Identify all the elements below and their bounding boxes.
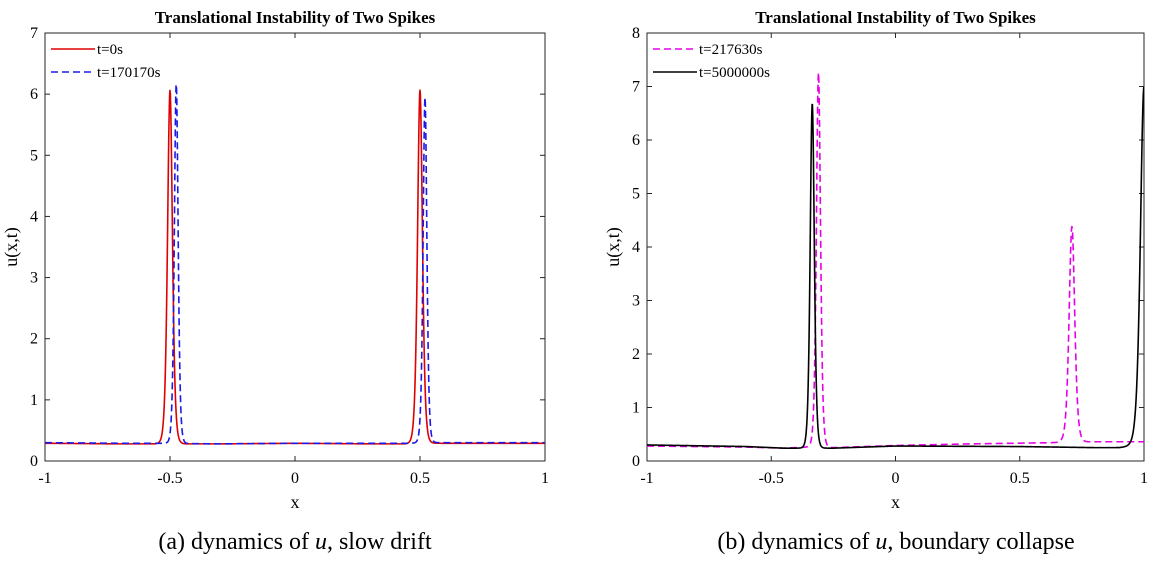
y-tick-label: 1	[632, 400, 640, 417]
series-line-1	[647, 86, 1144, 449]
y-tick-label: 4	[632, 239, 640, 256]
y-tick-label: 3	[632, 293, 640, 310]
series-line-0	[45, 89, 545, 445]
chart-title: Translational Instability of Two Spikes	[755, 8, 1036, 27]
caption-suffix: , slow drift	[327, 529, 432, 555]
y-tick-label: 7	[632, 79, 640, 96]
chart-panel-a: -1 -0.5 0 0.5 1 0 1 2 3 4 5 6 7 Translational Instabi…	[1, 8, 549, 555]
figure-caption: (a) dynamics of u, slow drift	[158, 529, 432, 555]
plot-frame	[44, 32, 546, 462]
y-axis-label: u(x,t)	[1, 227, 22, 267]
legend: t=217630s t=5000000s	[653, 42, 770, 81]
series-line-0	[647, 72, 1144, 449]
x-tick-label: 0	[892, 470, 900, 487]
y-tick-label: 5	[632, 186, 640, 203]
series-group	[647, 72, 1144, 449]
chart-panel-b: -1 -0.5 0 0.5 1 0 1 2 3 4 5 6 7 8 Translational Instab…	[603, 8, 1148, 555]
x-tick-label: 0.5	[410, 470, 430, 487]
caption-suffix: , boundary collapse	[887, 529, 1074, 555]
y-axis-label: u(x,t)	[603, 227, 624, 267]
y-tick-label: 8	[632, 25, 640, 42]
y-tick-label: 7	[30, 25, 38, 42]
series-line-1	[45, 83, 545, 445]
y-tick-label: 6	[632, 132, 640, 149]
y-tick-label: 2	[30, 331, 38, 348]
y-tick-label: 4	[30, 208, 38, 225]
legend-label: t=217630s	[699, 42, 763, 58]
legend-label: t=170170s	[97, 65, 161, 81]
x-axis-label: x	[291, 492, 300, 512]
y-tick-label: 0	[30, 453, 38, 470]
y-tick-label: 1	[30, 392, 38, 409]
x-tick-label: -0.5	[157, 470, 182, 487]
series-group	[45, 83, 545, 445]
x-tick-label: 0	[291, 470, 299, 487]
caption-prefix: (b) dynamics of	[717, 529, 875, 555]
figure-caption: (b) dynamics of u, boundary collapse	[717, 529, 1074, 555]
x-tick-label: 1	[541, 470, 549, 487]
x-tick-label: -1	[38, 470, 51, 487]
x-tick-label: -0.5	[759, 470, 784, 487]
plot-frame	[646, 32, 1145, 462]
y-tick-label: 3	[30, 270, 38, 287]
x-tick-label: -1	[640, 470, 653, 487]
caption-variable: u	[315, 529, 327, 555]
y-tick-label: 6	[30, 86, 38, 103]
y-tick-label: 2	[632, 346, 640, 363]
legend: t=0s t=170170s	[51, 42, 161, 81]
legend-label: t=5000000s	[699, 65, 770, 81]
y-tick-label: 0	[632, 453, 640, 470]
caption-variable: u	[875, 529, 887, 555]
legend-label: t=0s	[97, 42, 123, 58]
x-tick-label: 0.5	[1010, 470, 1030, 487]
caption-prefix: (a) dynamics of	[158, 529, 315, 555]
x-tick-label: 1	[1140, 470, 1148, 487]
x-axis-label: x	[891, 492, 900, 512]
chart-title: Translational Instability of Two Spikes	[155, 8, 436, 27]
y-tick-label: 5	[30, 147, 38, 164]
